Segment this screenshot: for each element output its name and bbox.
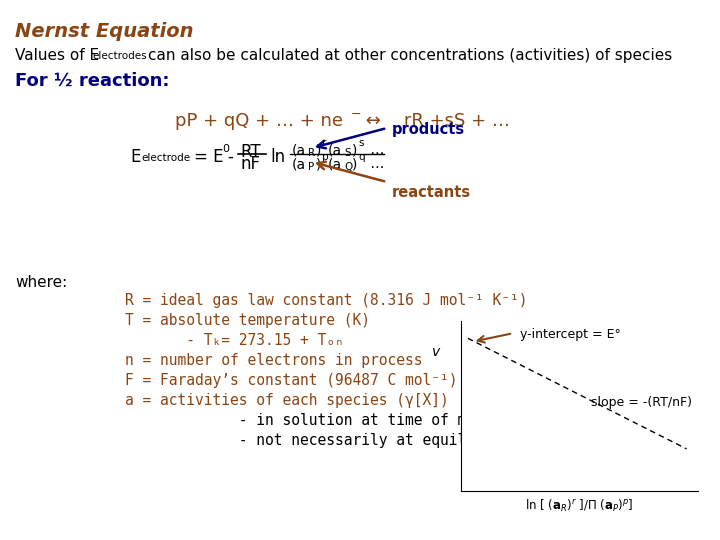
Text: ln: ln	[270, 148, 285, 166]
Text: -: -	[227, 148, 233, 166]
Text: Nernst Equation: Nernst Equation	[15, 22, 194, 41]
Text: can also be calculated at other concentrations (activities) of species: can also be calculated at other concentr…	[148, 48, 672, 63]
Text: a = activities of each species (γ[X]): a = activities of each species (γ[X])	[125, 393, 449, 408]
Text: R = ideal gas law constant (8.316 J mol⁻¹ K⁻¹): R = ideal gas law constant (8.316 J mol⁻…	[125, 293, 528, 308]
Text: (a: (a	[292, 157, 306, 171]
Text: v: v	[432, 345, 440, 359]
Text: P: P	[308, 162, 314, 172]
Text: ↔    rR +sS + …: ↔ rR +sS + …	[360, 112, 510, 130]
Text: (a: (a	[292, 143, 306, 157]
Text: electrodes: electrodes	[92, 51, 147, 61]
Text: slope = -(RT/nF): slope = -(RT/nF)	[592, 396, 693, 409]
Text: …: …	[366, 157, 384, 171]
Text: products: products	[392, 122, 465, 137]
Text: electrode: electrode	[141, 153, 190, 163]
Text: 0: 0	[222, 144, 229, 154]
Text: (a: (a	[328, 143, 342, 157]
Text: ): )	[316, 157, 321, 171]
Text: p: p	[322, 152, 328, 162]
Text: = E: = E	[194, 148, 223, 166]
X-axis label: ln [ $(\mathbf{a}_R)^r$ ]/$\Pi$ $(\mathbf{a}_P)^p$]: ln [ $(\mathbf{a}_R)^r$ ]/$\Pi$ $(\mathb…	[526, 497, 634, 514]
Text: ): )	[352, 157, 357, 171]
Text: n = number of electrons in process: n = number of electrons in process	[125, 353, 423, 368]
Text: R: R	[308, 148, 315, 158]
Text: - Tₖ= 273.15 + Tₒₙ: - Tₖ= 273.15 + Tₒₙ	[125, 333, 343, 348]
Text: E: E	[130, 148, 140, 166]
Text: RT: RT	[240, 143, 261, 161]
Text: T = absolute temperature (K): T = absolute temperature (K)	[125, 313, 370, 328]
Text: F = Faraday’s constant (96487 C mol⁻¹): F = Faraday’s constant (96487 C mol⁻¹)	[125, 373, 457, 388]
Text: - in solution at time of measurement: - in solution at time of measurement	[125, 413, 554, 428]
Text: pP + qQ + … + ne: pP + qQ + … + ne	[175, 112, 343, 130]
Text: nF: nF	[240, 155, 260, 173]
Text: Q: Q	[344, 162, 352, 172]
Text: ): )	[352, 143, 357, 157]
Text: −: −	[351, 108, 361, 121]
Text: r: r	[322, 138, 326, 148]
Text: For ½ reaction:: For ½ reaction:	[15, 72, 169, 90]
Text: ): )	[316, 143, 321, 157]
Text: s: s	[358, 138, 364, 148]
Text: reactants: reactants	[392, 185, 471, 200]
Text: (a: (a	[328, 157, 342, 171]
Text: y-intercept = E°: y-intercept = E°	[521, 328, 621, 341]
Text: Values of E: Values of E	[15, 48, 99, 63]
Text: - not necessarily at equilibrium: - not necessarily at equilibrium	[125, 433, 518, 448]
Text: where:: where:	[15, 275, 67, 290]
Text: q: q	[358, 152, 364, 162]
Text: S: S	[344, 148, 351, 158]
Text: …: …	[366, 143, 384, 157]
